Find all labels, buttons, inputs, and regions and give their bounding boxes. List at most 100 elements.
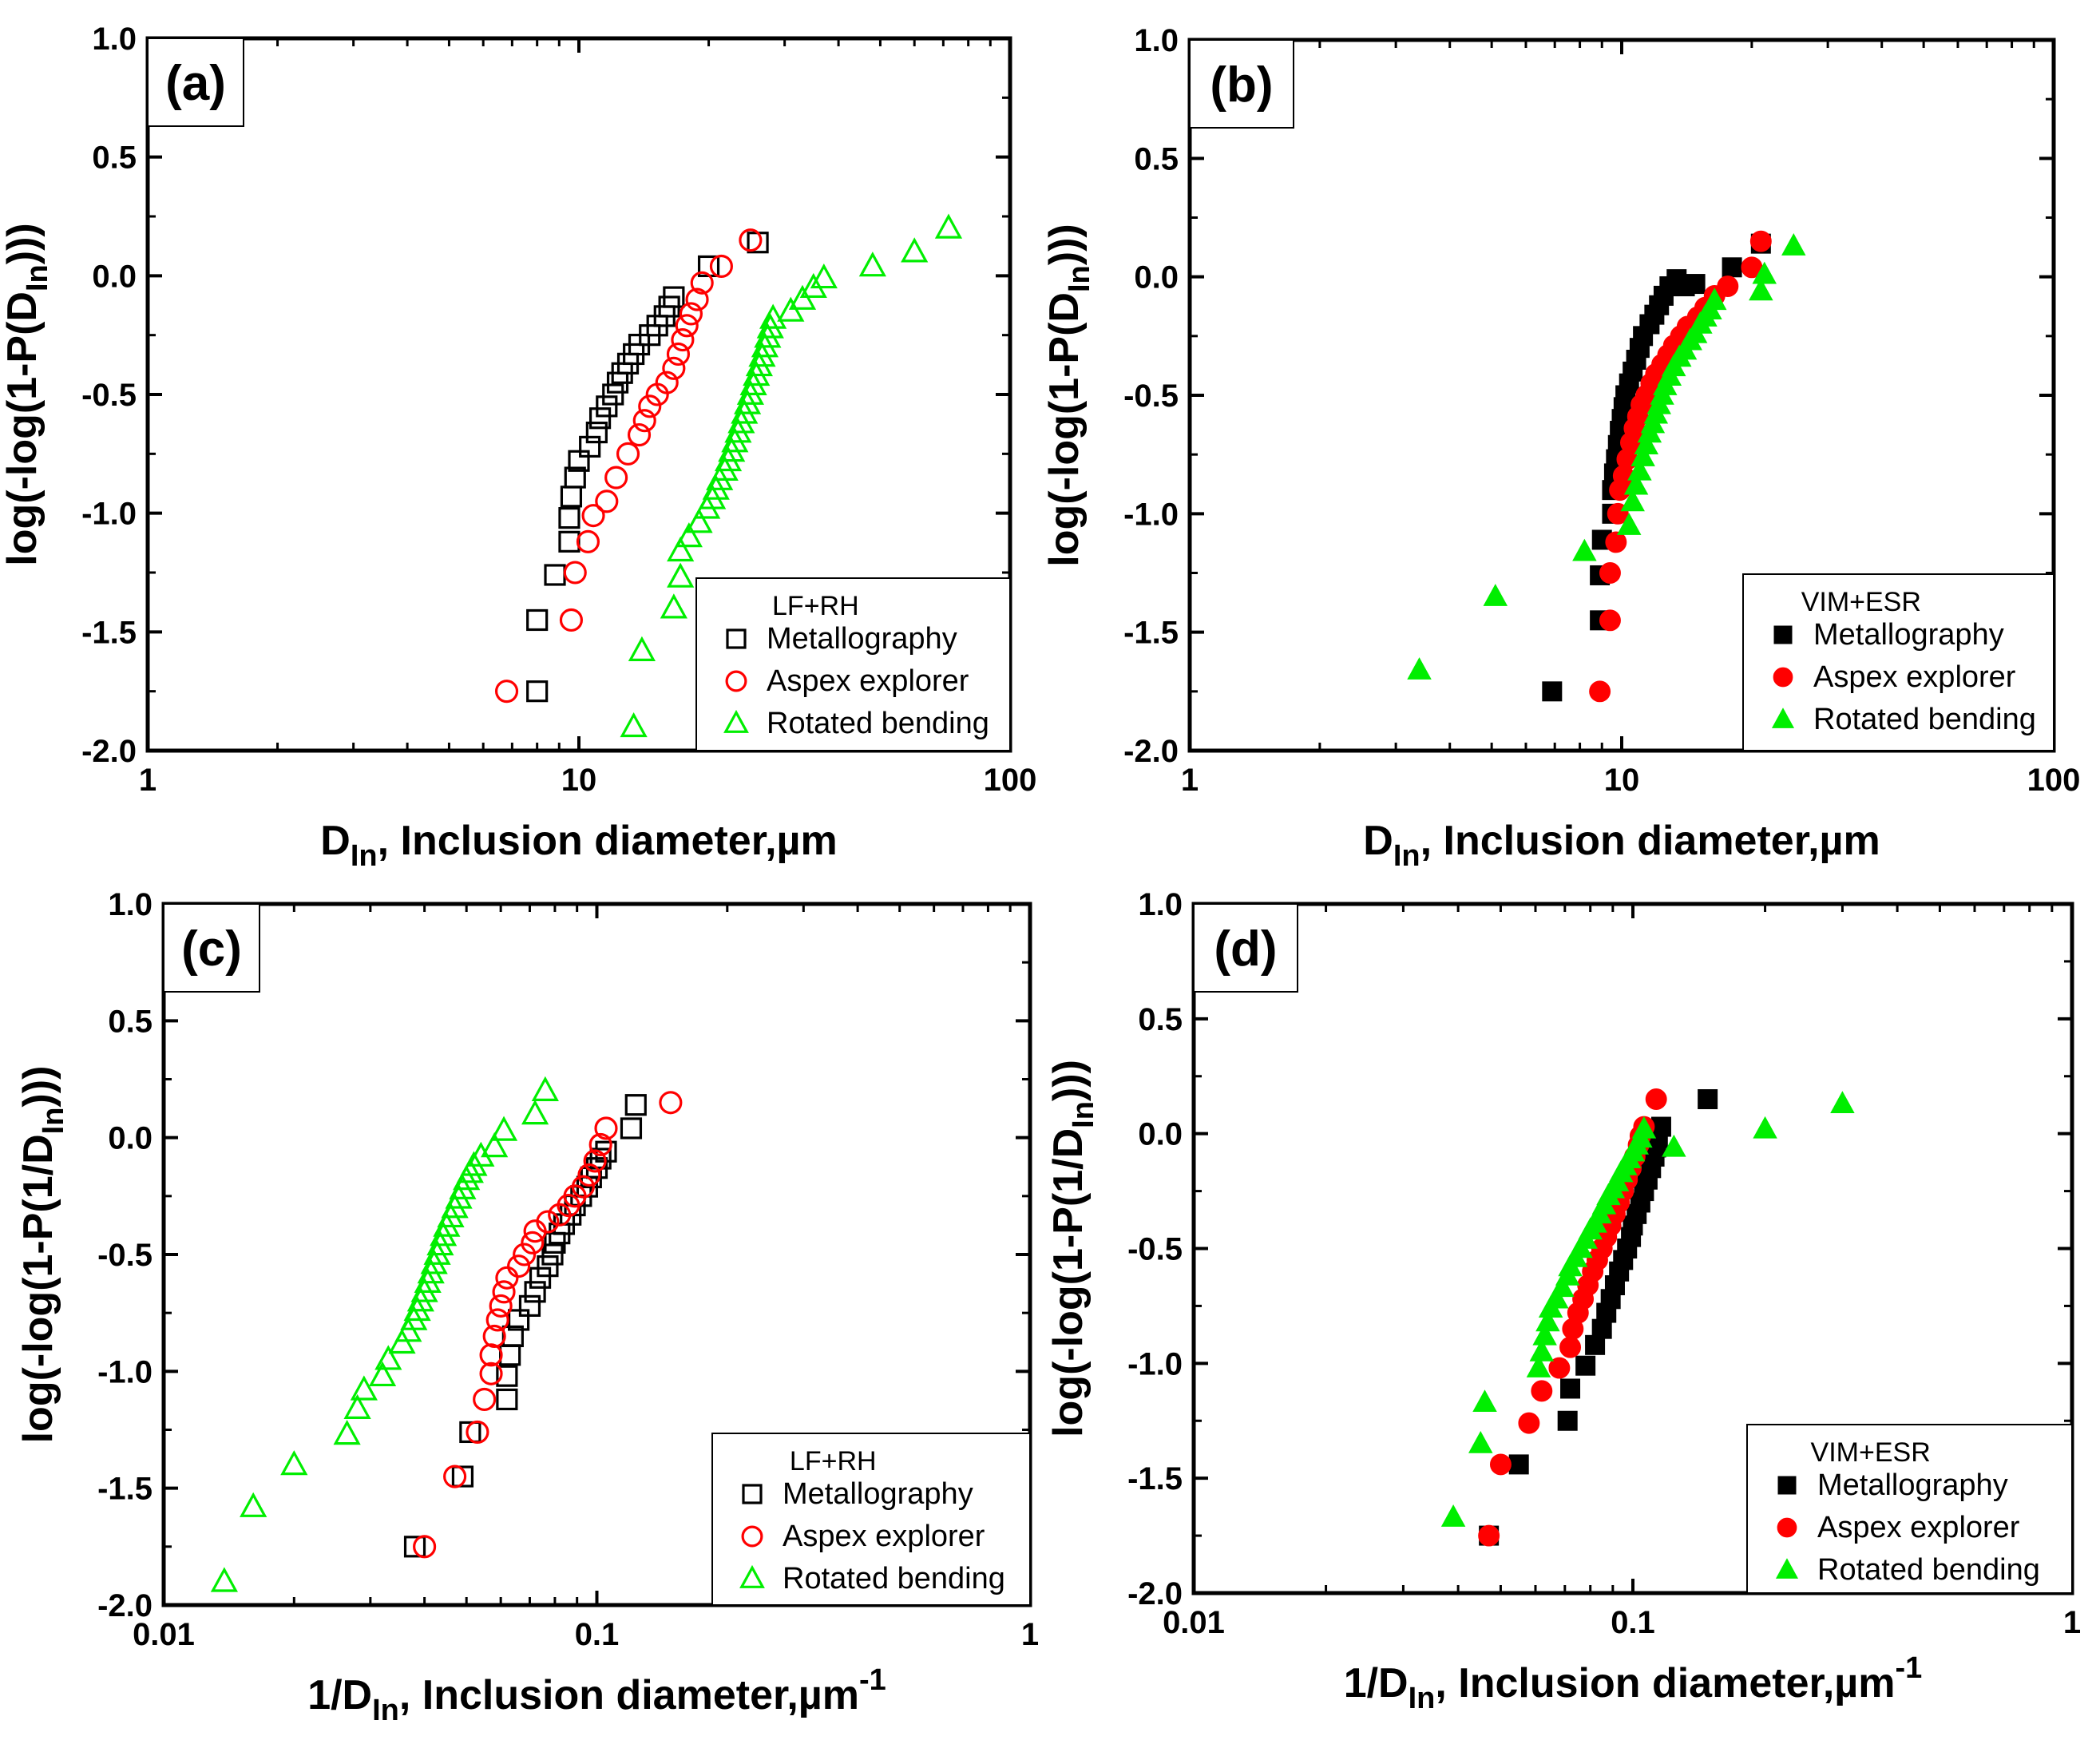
- y-tick-label: 0.0: [108, 1121, 153, 1156]
- data-point-bending: [1550, 1274, 1575, 1298]
- data-point-metallography: [1542, 681, 1563, 702]
- panel-label: (b): [1210, 57, 1273, 113]
- legend-marker-bending: [1771, 708, 1795, 728]
- data-point-metallography: [596, 395, 618, 418]
- legend-marker-bending: [739, 1564, 765, 1588]
- data-point-bending: [489, 1116, 518, 1141]
- x-tick-label: 0.1: [1611, 1605, 1655, 1640]
- data-point-aspex: [1559, 1336, 1581, 1358]
- legend-box: [1746, 1424, 2073, 1594]
- legend-entry-metallography: Metallography: [783, 1477, 973, 1511]
- panel-label: (a): [165, 56, 226, 111]
- y-tick-label: 1.0: [1134, 23, 1179, 58]
- data-point-bending: [343, 1393, 371, 1420]
- data-point-aspex: [1599, 562, 1621, 584]
- data-point-bending: [1630, 444, 1655, 466]
- y-tick-label: -1.5: [97, 1472, 153, 1507]
- series-metallography: [1542, 233, 1771, 702]
- legend-entry-bending: Rotated bending: [1813, 703, 2036, 736]
- data-point-metallography: [526, 680, 549, 703]
- data-point-bending: [1407, 657, 1432, 680]
- data-point-metallography: [588, 407, 612, 430]
- legend-entry-bending: Rotated bending: [1817, 1553, 2040, 1587]
- data-point-bending: [1830, 1091, 1855, 1114]
- x-tick-label: 1: [139, 763, 157, 798]
- data-point-bending: [1526, 1355, 1551, 1377]
- y-tick-label: 1.0: [108, 887, 153, 922]
- data-point-metallography: [568, 450, 590, 472]
- data-point-aspex: [507, 1254, 531, 1278]
- data-point-aspex: [473, 1387, 497, 1412]
- data-point-metallography: [663, 286, 685, 308]
- data-point-metallography: [624, 1094, 647, 1116]
- data-point-bending: [777, 296, 805, 322]
- data-point-metallography: [1698, 1089, 1718, 1110]
- data-point-bending: [1572, 538, 1597, 561]
- data-point-aspex: [571, 1175, 595, 1199]
- legend-entry-metallography: Metallography: [767, 622, 957, 656]
- data-point-aspex: [482, 1324, 506, 1348]
- data-point-metallography: [585, 421, 608, 444]
- legend-marker-metallography: [1773, 625, 1793, 644]
- data-point-bending: [1472, 1389, 1497, 1412]
- data-point-bending: [810, 263, 838, 289]
- data-point-aspex: [690, 271, 714, 295]
- x-axis-label: DIn, Inclusion diameter,µm: [320, 818, 837, 873]
- data-point-bending: [1483, 584, 1508, 606]
- legend-marker-bending: [1775, 1558, 1799, 1579]
- series-metallography: [403, 1094, 647, 1558]
- data-point-aspex: [489, 1294, 513, 1318]
- y-axis-label: log(-log(1-P(DIn))): [1041, 224, 1096, 566]
- data-point-bending: [531, 1076, 559, 1101]
- data-point-bending: [628, 636, 656, 661]
- series-aspex: [494, 228, 763, 704]
- y-tick-label: -1.0: [81, 497, 137, 532]
- y-tick-label: 0.5: [92, 141, 137, 176]
- panel-label-box: [147, 38, 244, 127]
- panel-1: 1.0 0.5 0.0 -0.5 -1.0 -1.5 -2.01 10 100 DIn, Incl…: [0, 22, 1036, 873]
- data-point-aspex: [485, 1308, 509, 1332]
- data-point-bending: [1627, 458, 1652, 481]
- y-tick-label: 1.0: [92, 22, 137, 57]
- data-point-aspex: [1589, 680, 1611, 703]
- x-tick-label: 0.1: [575, 1617, 620, 1652]
- panel-label-box: [163, 903, 260, 993]
- y-tick-label: 0.0: [1134, 260, 1179, 295]
- data-point-bending: [1662, 1134, 1686, 1157]
- data-point-aspex: [1548, 1357, 1571, 1379]
- data-point-bending: [1702, 287, 1727, 311]
- data-point-aspex: [627, 422, 652, 447]
- panel-label-box: [1189, 39, 1294, 129]
- data-point-metallography: [1557, 1410, 1578, 1431]
- data-point-bending: [1634, 432, 1659, 455]
- y-tick-label: -2.0: [97, 1588, 153, 1623]
- panel-4: 1.0 0.5 0.0 -0.5 -1.0 -1.5 -2.00.01 0.1 1 1/DIn, …: [1045, 887, 2081, 1715]
- data-point-bending: [685, 508, 713, 533]
- data-point-bending: [1752, 261, 1777, 284]
- data-point-bending: [374, 1345, 402, 1370]
- data-point-aspex: [576, 529, 600, 553]
- data-point-aspex: [443, 1465, 467, 1488]
- data-point-metallography: [403, 1536, 426, 1558]
- data-point-metallography: [541, 1243, 564, 1266]
- y-tick-label: -0.5: [81, 378, 137, 413]
- data-point-metallography: [459, 1421, 481, 1444]
- data-point-aspex: [666, 342, 691, 367]
- panel-label-box: [1193, 903, 1298, 993]
- data-point-aspex: [479, 1362, 503, 1385]
- data-point-metallography: [501, 1325, 524, 1348]
- data-point-aspex: [595, 490, 619, 513]
- legend-entry-bending: Rotated bending: [767, 707, 989, 740]
- y-tick-label: -1.5: [81, 615, 137, 650]
- data-point-aspex: [1478, 1524, 1500, 1547]
- data-point-metallography: [496, 1365, 518, 1387]
- data-point-bending: [521, 1100, 549, 1125]
- data-point-metallography: [524, 1281, 546, 1303]
- legend-box: [1742, 573, 2054, 751]
- data-point-bending: [620, 711, 648, 738]
- data-point-metallography: [537, 1255, 559, 1278]
